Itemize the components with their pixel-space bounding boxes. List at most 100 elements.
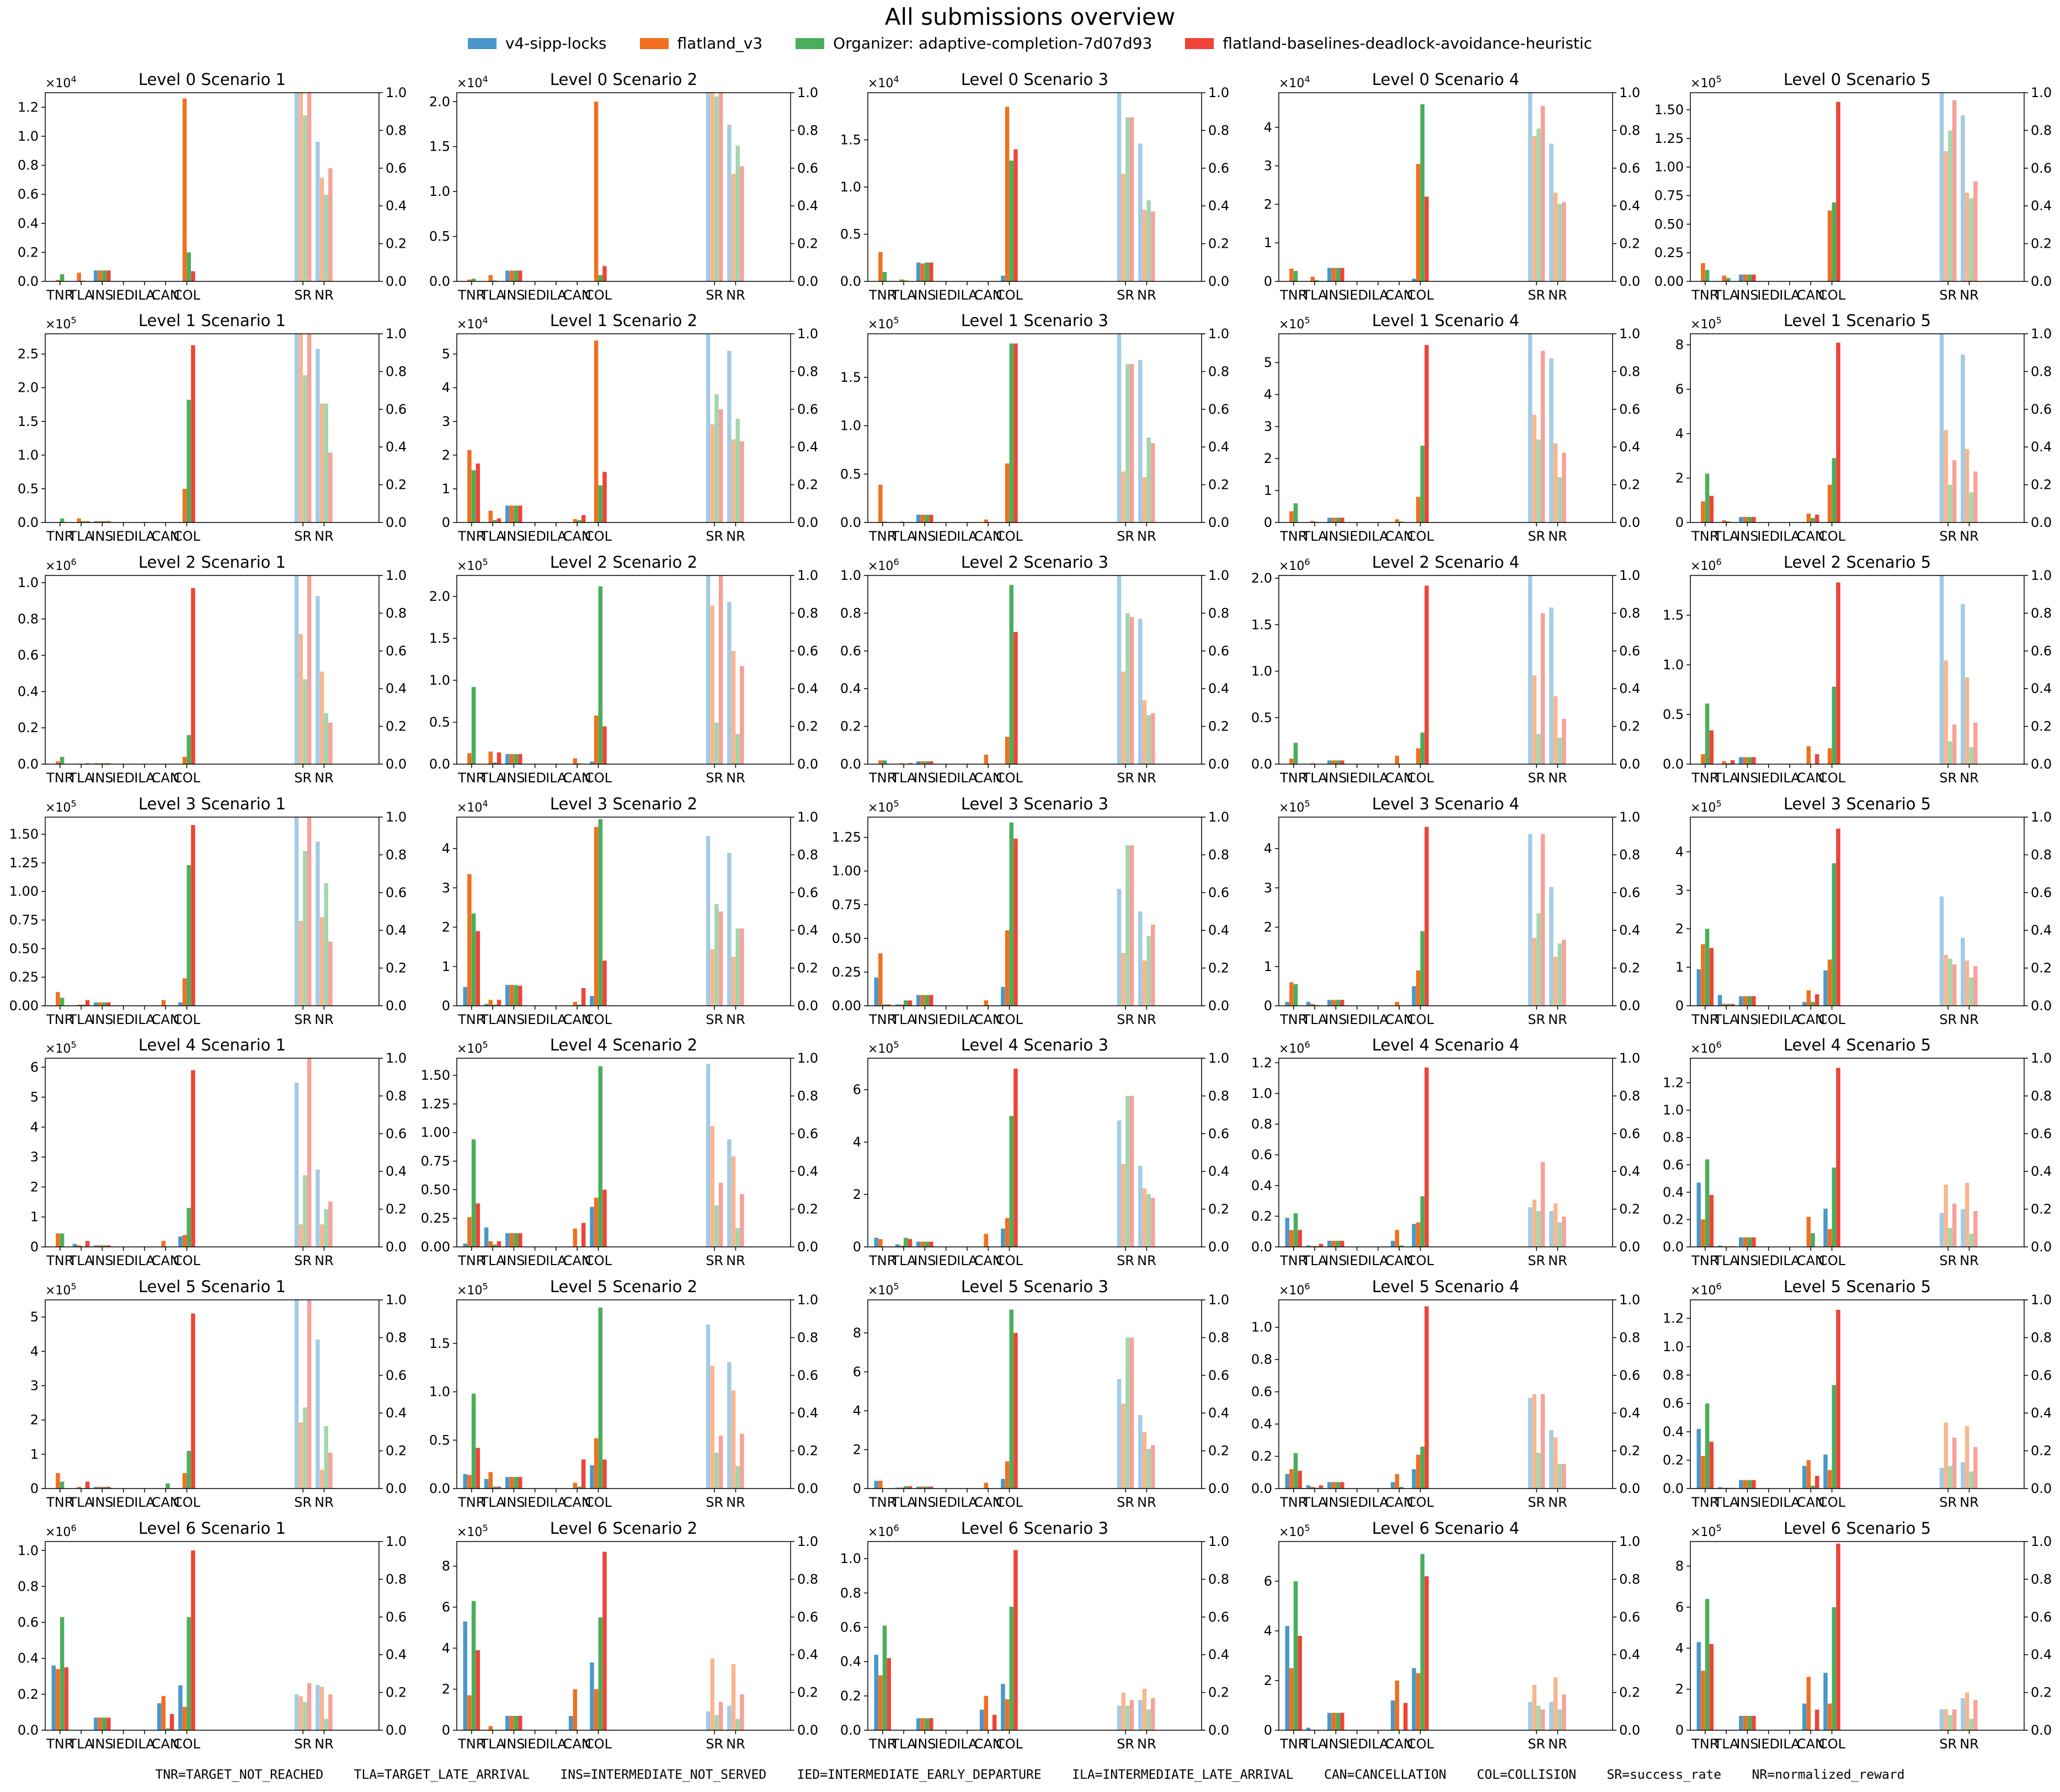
bar — [598, 819, 603, 1006]
x-tick-label: ILA — [1368, 529, 1389, 544]
bar — [518, 1476, 522, 1489]
metric-bar — [731, 1156, 736, 1247]
right-y-tick-label: 1.0 — [797, 1534, 818, 1549]
y-tick-label: 1.2 — [18, 99, 39, 115]
bar — [602, 961, 607, 1006]
axes-frame — [1690, 1299, 2025, 1489]
bar — [493, 280, 497, 281]
metric-bar — [1146, 1449, 1151, 1489]
x-tick-label: TNR — [457, 1495, 485, 1510]
bar — [874, 1655, 878, 1730]
bar — [77, 273, 81, 281]
metric-bar — [303, 1175, 307, 1247]
metric-bar — [324, 1209, 328, 1247]
x-tick-label: SR — [1939, 1736, 1957, 1752]
x-tick-label: INS — [914, 287, 936, 303]
axes-frame — [867, 1058, 1202, 1247]
bar — [56, 1669, 60, 1730]
x-tick-label: SR — [1528, 1736, 1545, 1752]
metric-bar — [1944, 660, 1948, 764]
y-tick-label: 2 — [1264, 196, 1272, 212]
x-tick-label: IED — [1346, 529, 1368, 544]
y-tick-label: 0.8 — [1251, 1352, 1272, 1367]
right-y-tick-label: 1.0 — [386, 326, 407, 342]
x-tick-label: CAN — [1385, 1253, 1413, 1268]
metric-bar — [1117, 1379, 1122, 1489]
metric-bar — [731, 1390, 736, 1489]
bar — [1005, 1699, 1010, 1730]
x-tick-label: INS — [914, 1736, 936, 1752]
bar — [1705, 703, 1710, 764]
x-tick-label: COL — [173, 1495, 201, 1510]
metric-bar — [298, 634, 303, 764]
axes-frame — [456, 1299, 791, 1489]
bar — [577, 763, 581, 764]
y-tick-label: 5 — [30, 1090, 39, 1105]
bar — [186, 1208, 191, 1247]
x-tick-label: IED — [524, 287, 546, 303]
axes-frame — [456, 1541, 791, 1731]
metric-bar — [710, 949, 714, 1006]
bar — [471, 1601, 476, 1730]
y-tick-label: 1.2 — [1663, 1075, 1684, 1091]
right-y-tick-label: 0.8 — [2031, 122, 2052, 138]
y-tick-label: 1.5 — [1251, 617, 1272, 632]
y-tick-label: 0.8 — [1251, 1117, 1272, 1132]
x-tick-label: TLA — [891, 1495, 917, 1510]
bar — [577, 1486, 581, 1489]
metric-bar — [1532, 415, 1536, 522]
bar — [1701, 263, 1705, 281]
bar — [929, 514, 933, 522]
x-tick-label: IED — [935, 1012, 957, 1027]
metric-bar — [740, 1194, 744, 1247]
x-tick-label: TNR — [1691, 1012, 1719, 1027]
metric-bar — [1528, 1398, 1533, 1489]
x-tick-label: INS — [1736, 529, 1758, 544]
metric-bar — [298, 921, 303, 1006]
bar — [1743, 516, 1748, 522]
right-y-tick-label: 0.4 — [1208, 439, 1229, 455]
y-tick-label: 2 — [1264, 1673, 1272, 1688]
right-y-tick-label: 0.4 — [2031, 681, 2052, 696]
bar — [920, 761, 925, 764]
bar — [908, 1239, 912, 1247]
x-tick-label: INS — [91, 770, 113, 786]
axis-offset-exponent: 5 — [482, 1523, 488, 1533]
axis-offset-exponent: 4 — [893, 74, 899, 84]
metric-bar — [1969, 198, 1973, 281]
x-tick-label: SR — [1117, 1253, 1134, 1268]
right-y-tick-label: 0.4 — [386, 198, 407, 214]
bar — [106, 1245, 111, 1247]
bar — [1696, 1429, 1701, 1489]
bar — [1722, 275, 1726, 281]
bar — [1827, 748, 1832, 764]
y-tick-label: 4 — [853, 1403, 861, 1418]
right-y-tick-label: 0.6 — [1619, 1609, 1640, 1625]
bar — [191, 1313, 195, 1489]
x-tick-label: ILA — [546, 287, 567, 303]
bar — [1743, 1237, 1748, 1247]
x-tick-label: COL — [1407, 1012, 1434, 1027]
metric-bar — [328, 1201, 333, 1247]
metric-bar — [706, 1064, 711, 1247]
right-y-tick-label: 0.2 — [797, 1685, 818, 1700]
axis-offset-exponent: 5 — [1716, 798, 1721, 809]
bar — [882, 1004, 887, 1006]
right-y-tick-label: 0.8 — [1208, 1088, 1229, 1103]
x-tick-label: SR — [1117, 287, 1134, 303]
bar — [1717, 1245, 1722, 1247]
metric-bar — [1961, 604, 1965, 764]
axis-offset-exponent: 4 — [71, 74, 76, 84]
bar — [186, 399, 191, 522]
x-tick-label: CAN — [152, 287, 180, 303]
x-tick-label: NR — [1960, 529, 1979, 544]
bar — [1293, 1581, 1298, 1730]
bar — [1836, 828, 1840, 1006]
right-y-tick-label: 0.0 — [797, 756, 818, 772]
y-tick-label: 0.00 — [832, 998, 861, 1014]
metric-bar — [1948, 1228, 1952, 1247]
y-tick-label: 3 — [1675, 883, 1684, 898]
